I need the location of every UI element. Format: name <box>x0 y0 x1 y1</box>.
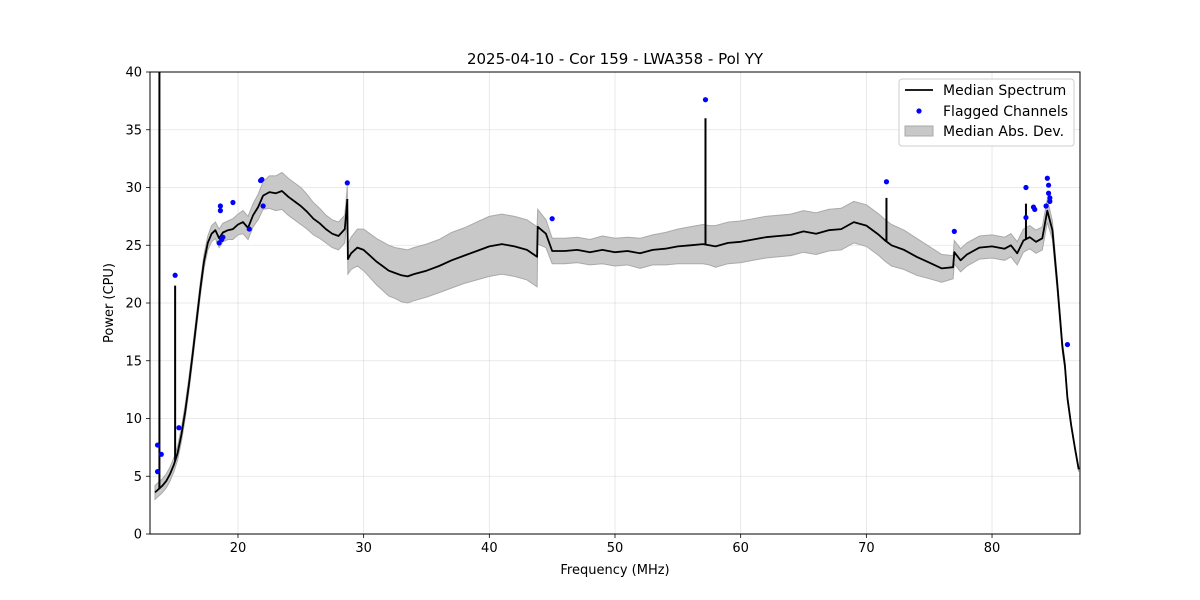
legend-band-swatch <box>904 125 934 137</box>
flagged-point <box>549 216 555 222</box>
flagged-point <box>1023 184 1029 191</box>
flagged-point <box>217 203 223 209</box>
flagged-point <box>1044 175 1050 181</box>
x-tick-label: 50 <box>607 541 624 556</box>
flagged-point <box>951 228 957 234</box>
flagged-point <box>1045 190 1052 196</box>
legend-flagged-channels: Flagged Channels <box>943 104 1068 120</box>
x-tick-label: 20 <box>230 541 247 556</box>
flagged-point <box>154 469 161 475</box>
flagged-point <box>1043 203 1049 209</box>
y-axis-ticks: 0 5 10 15 20 25 30 35 40 <box>125 66 150 543</box>
flagged-point <box>176 425 182 431</box>
y-tick-label: 20 <box>125 297 142 312</box>
flagged-channels <box>154 97 1071 475</box>
x-tick-label: 30 <box>355 541 372 556</box>
legend-box <box>898 78 1075 147</box>
flagged-point <box>1064 341 1071 348</box>
flagged-point <box>883 179 890 185</box>
flagged-point <box>158 451 164 457</box>
flagged-point <box>172 272 178 278</box>
flagged-point <box>246 226 252 232</box>
y-tick-label: 40 <box>125 66 142 81</box>
legend-median-spectrum: Median Spectrum <box>943 83 1066 99</box>
y-tick-label: 5 <box>134 470 142 485</box>
y-tick-label: 15 <box>125 354 142 369</box>
flagged-point <box>1047 198 1053 204</box>
flagged-point <box>1032 206 1038 213</box>
plot-area <box>150 72 1080 534</box>
flagged-point <box>1023 214 1029 221</box>
mad-band <box>154 171 1080 501</box>
x-axis-ticks: 20 30 40 50 60 70 80 <box>230 534 1001 556</box>
flagged-point <box>230 199 236 206</box>
flagged-point <box>259 176 265 183</box>
x-tick-label: 80 <box>984 541 1001 556</box>
flagged-point <box>220 234 226 240</box>
flagged-point <box>702 97 709 103</box>
flagged-point <box>217 208 223 214</box>
y-tick-label: 0 <box>134 528 142 543</box>
y-tick-label: 10 <box>125 412 142 427</box>
mad-band-area <box>154 171 1080 501</box>
flagged-point <box>260 203 266 209</box>
x-tick-label: 60 <box>732 541 749 556</box>
flagged-point <box>154 442 161 448</box>
chart-title: 2025-04-10 - Cor 159 - LWA358 - Pol YY <box>467 50 764 68</box>
y-tick-label: 35 <box>125 123 142 138</box>
legend-mad: Median Abs. Dev. <box>943 124 1064 140</box>
median-spectrum <box>154 72 1080 494</box>
x-tick-label: 70 <box>858 541 875 556</box>
median-spectrum-line <box>154 190 1080 494</box>
flagged-point <box>344 180 350 186</box>
y-tick-label: 25 <box>125 239 142 254</box>
legend-point-swatch <box>916 108 922 114</box>
flagged-point <box>1045 182 1052 188</box>
x-axis-label: Frequency (MHz) <box>560 563 669 578</box>
legend: Median Spectrum Flagged Channels Median … <box>898 78 1075 147</box>
y-axis-label: Power (CPU) <box>102 263 117 343</box>
y-tick-label: 30 <box>125 181 142 196</box>
x-tick-label: 40 <box>481 541 498 556</box>
